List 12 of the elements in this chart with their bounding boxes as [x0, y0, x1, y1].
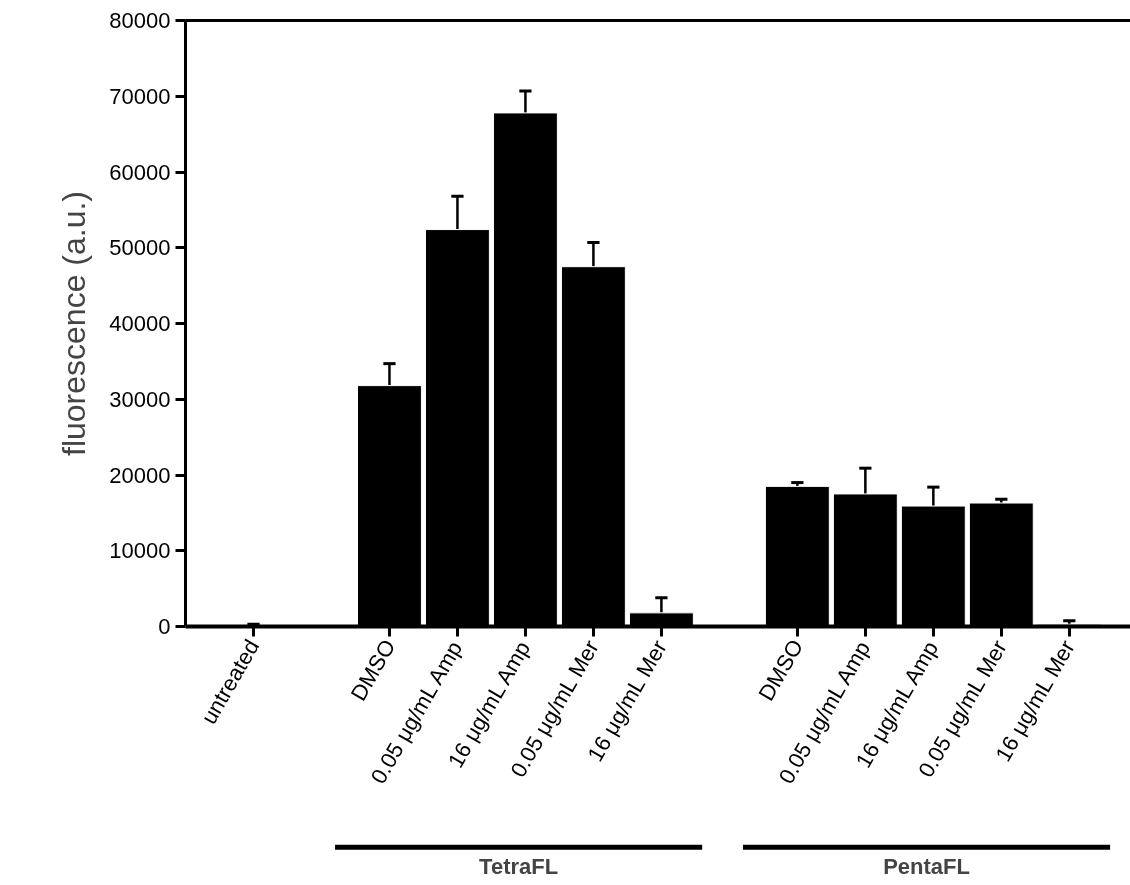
text: TetraFL [479, 854, 559, 879]
y-tick-label: 60000 [109, 159, 171, 185]
y-axis-title: fluorescence (a.u.) [56, 190, 93, 457]
y-tick-label: 40000 [109, 311, 171, 336]
y-tick-label: 80000 [109, 8, 171, 33]
y-tick-label: 70000 [109, 83, 171, 109]
y-tick-label: 20000 [109, 462, 171, 488]
y-tick-label: 10000 [109, 538, 171, 564]
y-tick-label: 50000 [109, 235, 171, 261]
text: PentaFL [883, 854, 970, 879]
y-tick-label: 0 [158, 614, 171, 639]
y-tick-label: 30000 [109, 386, 171, 412]
